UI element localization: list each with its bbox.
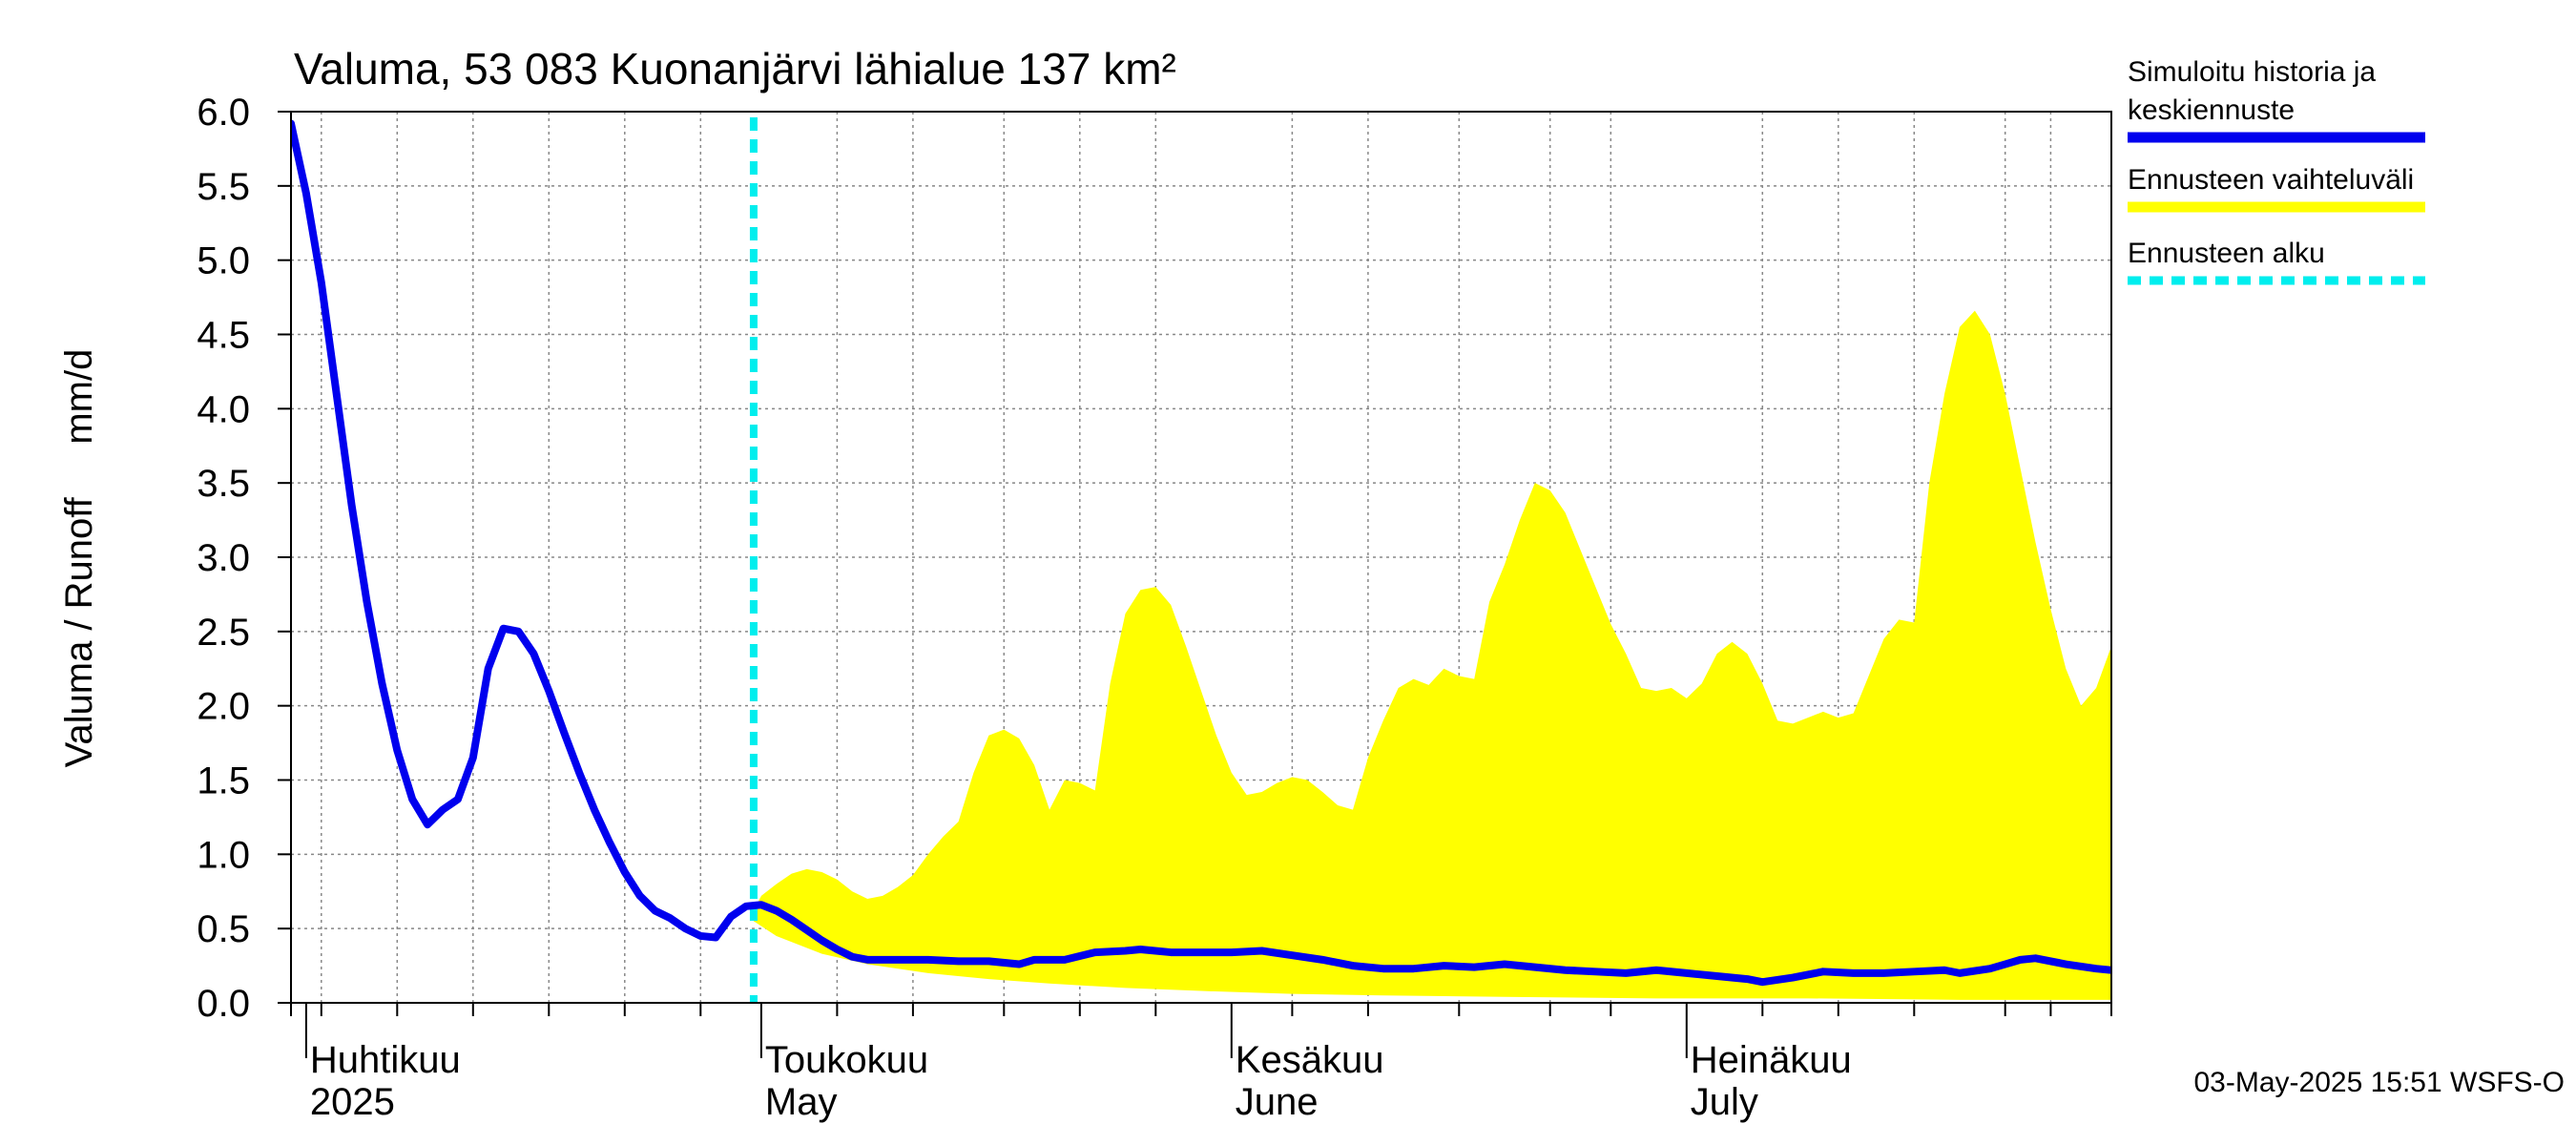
forecast-band-group (753, 310, 2111, 1000)
y-tick-label: 5.5 (197, 166, 250, 208)
y-tick-label: 1.5 (197, 760, 250, 802)
footer-timestamp: 03-May-2025 15:51 WSFS-O (2194, 1067, 2566, 1098)
chart-title: Valuma, 53 083 Kuonanjärvi lähialue 137 … (294, 44, 1176, 94)
month-label: Toukokuu (765, 1039, 928, 1081)
y-tick-label: 2.0 (197, 686, 250, 728)
legend-label: Simuloitu historia ja (2128, 56, 2376, 88)
y-tick-label: 6.0 (197, 92, 250, 134)
month-sublabel: 2025 (310, 1081, 395, 1123)
legend-label: Ennusteen vaihteluväli (2128, 164, 2414, 196)
forecast-range-band (753, 310, 2111, 1000)
month-sublabel: May (765, 1081, 838, 1123)
y-tick-label: 0.5 (197, 908, 250, 950)
y-tick-label: 4.5 (197, 315, 250, 357)
y-tick-label: 0.0 (197, 983, 250, 1025)
y-tick-label: 5.0 (197, 240, 250, 282)
month-label: Huhtikuu (310, 1039, 461, 1081)
y-tick-label: 3.0 (197, 537, 250, 579)
legend: Simuloitu historia ja keskiennuste Ennuste… (2128, 56, 2425, 285)
y-axis: 0.0 0.5 1.0 1.5 2.0 2.5 3.0 3.5 4.0 4.5 5.0 5.5 6.0 (197, 92, 291, 1025)
mean-series-group (291, 119, 2111, 987)
y-tick-label: 3.5 (197, 463, 250, 505)
month-label: Kesäkuu (1236, 1039, 1384, 1081)
legend-label: Ennusteen alku (2128, 238, 2325, 269)
month-sublabel: June (1236, 1081, 1319, 1123)
y-tick-label: 4.0 (197, 388, 250, 430)
y-tick-label: 2.5 (197, 612, 250, 654)
legend-label: keskiennuste (2128, 94, 2295, 126)
month-sublabel: July (1691, 1081, 1758, 1123)
y-tick-label: 1.0 (197, 834, 250, 876)
y-axis-label: Valuma / Runoff mm/d (58, 349, 100, 768)
mean-runoff-line (291, 119, 2111, 987)
month-label: Heinäkuu (1691, 1039, 1852, 1081)
x-axis (290, 1003, 2112, 1016)
